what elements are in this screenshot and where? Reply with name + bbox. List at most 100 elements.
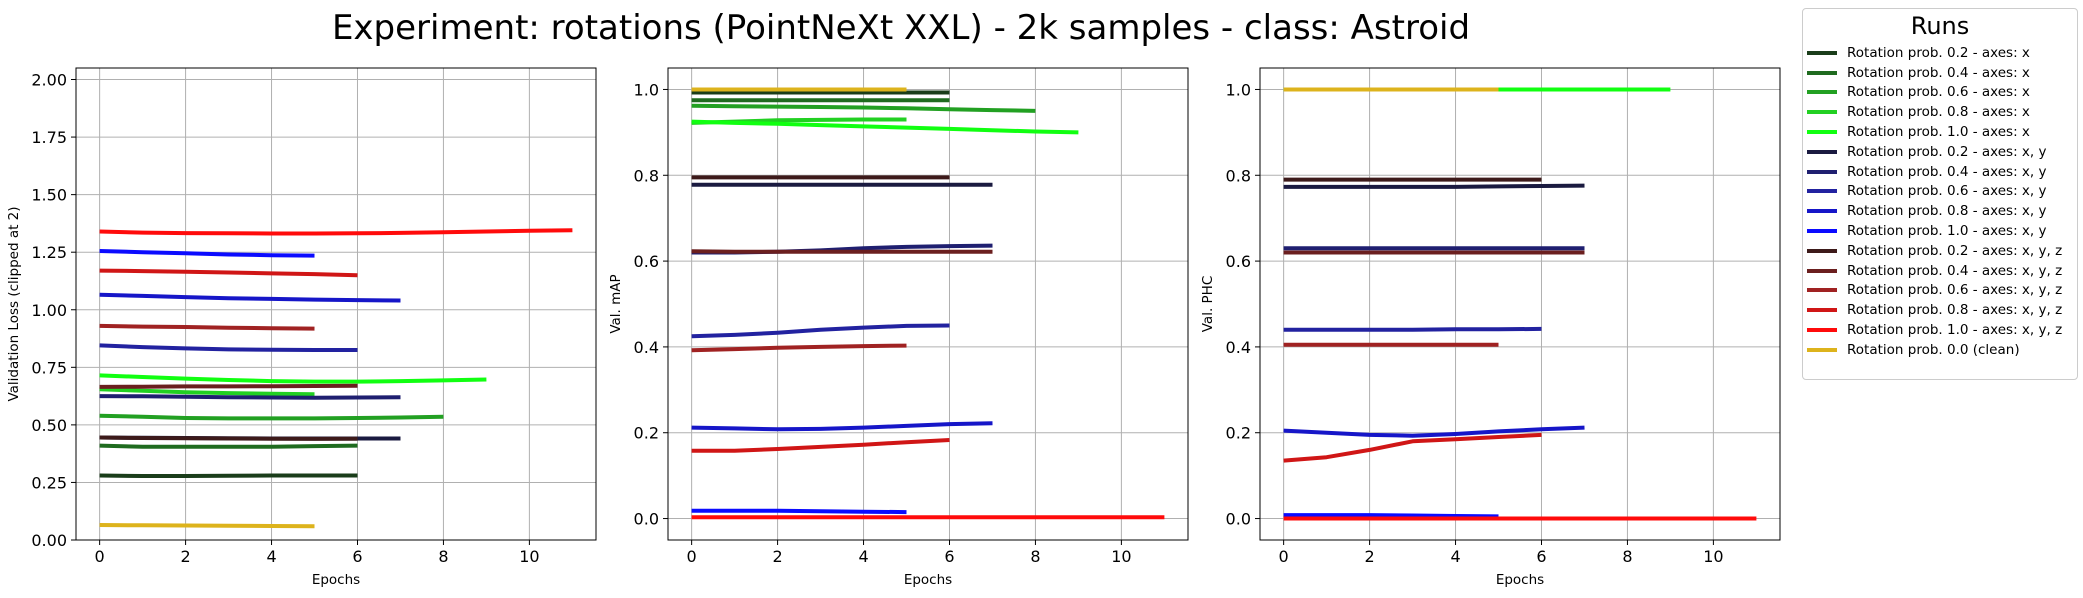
x-tick-label: 10 — [1111, 547, 1131, 566]
legend-item: Rotation prob. 1.0 - axes: x, y — [1803, 221, 2077, 241]
axes-frame — [1259, 67, 1781, 541]
y-tick-label: 0.2 — [634, 424, 659, 443]
x-tick-label: 4 — [1450, 547, 1460, 566]
legend-title: Runs — [1910, 12, 1970, 40]
series-line — [691, 508, 907, 515]
legend-swatch — [1807, 130, 1837, 135]
y-tick-label: 0.4 — [1226, 338, 1251, 357]
legend-item: Rotation prob. 0.2 - axes: x, y — [1803, 142, 2077, 162]
series-line — [99, 387, 315, 397]
legend-swatch — [1807, 328, 1837, 333]
legend-item: Rotation prob. 0.8 - axes: x, y, z — [1803, 300, 2077, 320]
series-line — [99, 292, 401, 303]
legend-item: Rotation prob. 0.8 - axes: x, y — [1803, 201, 2077, 221]
x-tick-label: 10 — [1703, 547, 1723, 566]
legend-swatch — [1807, 229, 1837, 234]
series-line — [691, 438, 950, 453]
legend-swatch — [1807, 90, 1837, 95]
series-line — [1283, 425, 1585, 438]
legend-item: Rotation prob. 0.4 - axes: x — [1803, 63, 2077, 83]
figure-title: Experiment: rotations (PointNeXt XXL) - … — [331, 8, 1471, 48]
x-tick-label: 10 — [519, 547, 539, 566]
y-tick-label: 1.0 — [634, 80, 659, 99]
x-axis-label: Epochs — [904, 572, 952, 588]
legend-swatch — [1807, 149, 1837, 154]
legend-swatch — [1807, 70, 1837, 75]
x-tick-label: 6 — [944, 547, 954, 566]
x-axis-label: Epochs — [312, 572, 360, 588]
legend-label: Rotation prob. 0.2 - axes: x, y — [1847, 143, 2047, 160]
y-tick-label: 0.2 — [1226, 424, 1251, 443]
y-tick-label: 0.6 — [1226, 252, 1251, 271]
y-tick-label: 1.50 — [31, 186, 67, 205]
y-axis-label: Val. PHC — [1200, 276, 1216, 333]
x-axis-label: Epochs — [1496, 572, 1544, 588]
y-tick-label: 0.00 — [31, 531, 67, 550]
legend-label: Rotation prob. 0.2 - axes: x, y, z — [1847, 242, 2063, 259]
series-line — [99, 435, 358, 441]
x-tick-label: 2 — [772, 547, 782, 566]
series-line — [691, 249, 993, 254]
legend-label: Rotation prob. 0.8 - axes: x, y, z — [1847, 302, 2063, 319]
legend-swatch — [1807, 308, 1837, 313]
x-tick-label: 0 — [687, 547, 697, 566]
y-tick-label: 0.8 — [634, 166, 659, 185]
y-tick-label: 1.25 — [31, 243, 67, 262]
y-axis-label: Val. mAP — [608, 274, 624, 333]
legend-label: Rotation prob. 0.4 - axes: x — [1847, 64, 2030, 81]
legend-item: Rotation prob. 1.0 - axes: x — [1803, 122, 2077, 142]
series-line — [99, 443, 358, 449]
series-line — [691, 343, 907, 353]
y-tick-label: 0.25 — [31, 473, 67, 492]
legend-swatch — [1807, 288, 1837, 293]
y-tick-label: 0.6 — [634, 252, 659, 271]
x-tick-label: 6 — [352, 547, 362, 566]
legend-label: Rotation prob. 0.6 - axes: x, y, z — [1847, 282, 2063, 299]
legend-label: Rotation prob. 0.4 - axes: x, y, z — [1847, 262, 2063, 279]
legend-item: Rotation prob. 0.0 (clean) — [1803, 340, 2077, 360]
legend-swatch — [1807, 169, 1837, 174]
chart-panel: 0 2 4 6 8 10 0.00 0.25 0.50 0.75 1.00 1.25 1.50 1.75 2… — [6, 67, 597, 588]
legend-label: Rotation prob. 0.0 (clean) — [1847, 341, 2020, 358]
legend-item: Rotation prob. 0.2 - axes: x, y, z — [1803, 241, 2077, 261]
series-line — [691, 103, 1036, 113]
series-line — [99, 413, 444, 421]
y-tick-label: 1.00 — [31, 301, 67, 320]
x-tick-label: 8 — [1622, 547, 1632, 566]
legend-items: Rotation prob. 0.2 - axes: x Rotation pro… — [1803, 43, 2077, 360]
y-tick-label: 0.0 — [634, 510, 659, 529]
series-line — [99, 323, 315, 331]
legend: Runs Rotation prob. 0.2 - axes: x Rotatio… — [1802, 8, 2078, 380]
legend-swatch — [1807, 110, 1837, 115]
legend-swatch — [1807, 347, 1837, 352]
legend-label: Rotation prob. 0.2 - axes: x — [1847, 44, 2030, 61]
series-line — [1283, 183, 1585, 189]
y-tick-label: 1.0 — [1226, 80, 1251, 99]
legend-swatch — [1807, 209, 1837, 214]
y-tick-label: 0.50 — [31, 416, 67, 435]
legend-label: Rotation prob. 0.6 - axes: x, y — [1847, 183, 2047, 200]
series-line — [99, 228, 573, 236]
legend-item: Rotation prob. 0.4 - axes: x, y, z — [1803, 261, 2077, 281]
x-tick-label: 4 — [266, 547, 276, 566]
y-tick-label: 1.75 — [31, 128, 67, 147]
y-tick-label: 0.4 — [634, 338, 659, 357]
legend-label: Rotation prob. 1.0 - axes: x, y, z — [1847, 322, 2063, 339]
y-tick-label: 2.00 — [31, 71, 67, 90]
legend-swatch — [1807, 189, 1837, 194]
y-tick-label: 0.0 — [1226, 510, 1251, 529]
legend-label: Rotation prob. 1.0 - axes: x, y — [1847, 223, 2047, 240]
legend-item: Rotation prob. 0.4 - axes: x, y — [1803, 162, 2077, 182]
series-line — [99, 394, 401, 400]
axes-frame — [667, 67, 1189, 541]
series-line — [99, 343, 358, 352]
y-tick-label: 0.75 — [31, 358, 67, 377]
y-axis-label: Validation Loss (clipped at 2) — [6, 206, 22, 401]
legend-item: Rotation prob. 0.6 - axes: x, y, z — [1803, 281, 2077, 301]
series-line — [99, 373, 487, 384]
legend-label: Rotation prob. 1.0 - axes: x — [1847, 124, 2030, 141]
x-tick-label: 0 — [1279, 547, 1289, 566]
x-tick-label: 6 — [1536, 547, 1546, 566]
x-tick-label: 8 — [438, 547, 448, 566]
